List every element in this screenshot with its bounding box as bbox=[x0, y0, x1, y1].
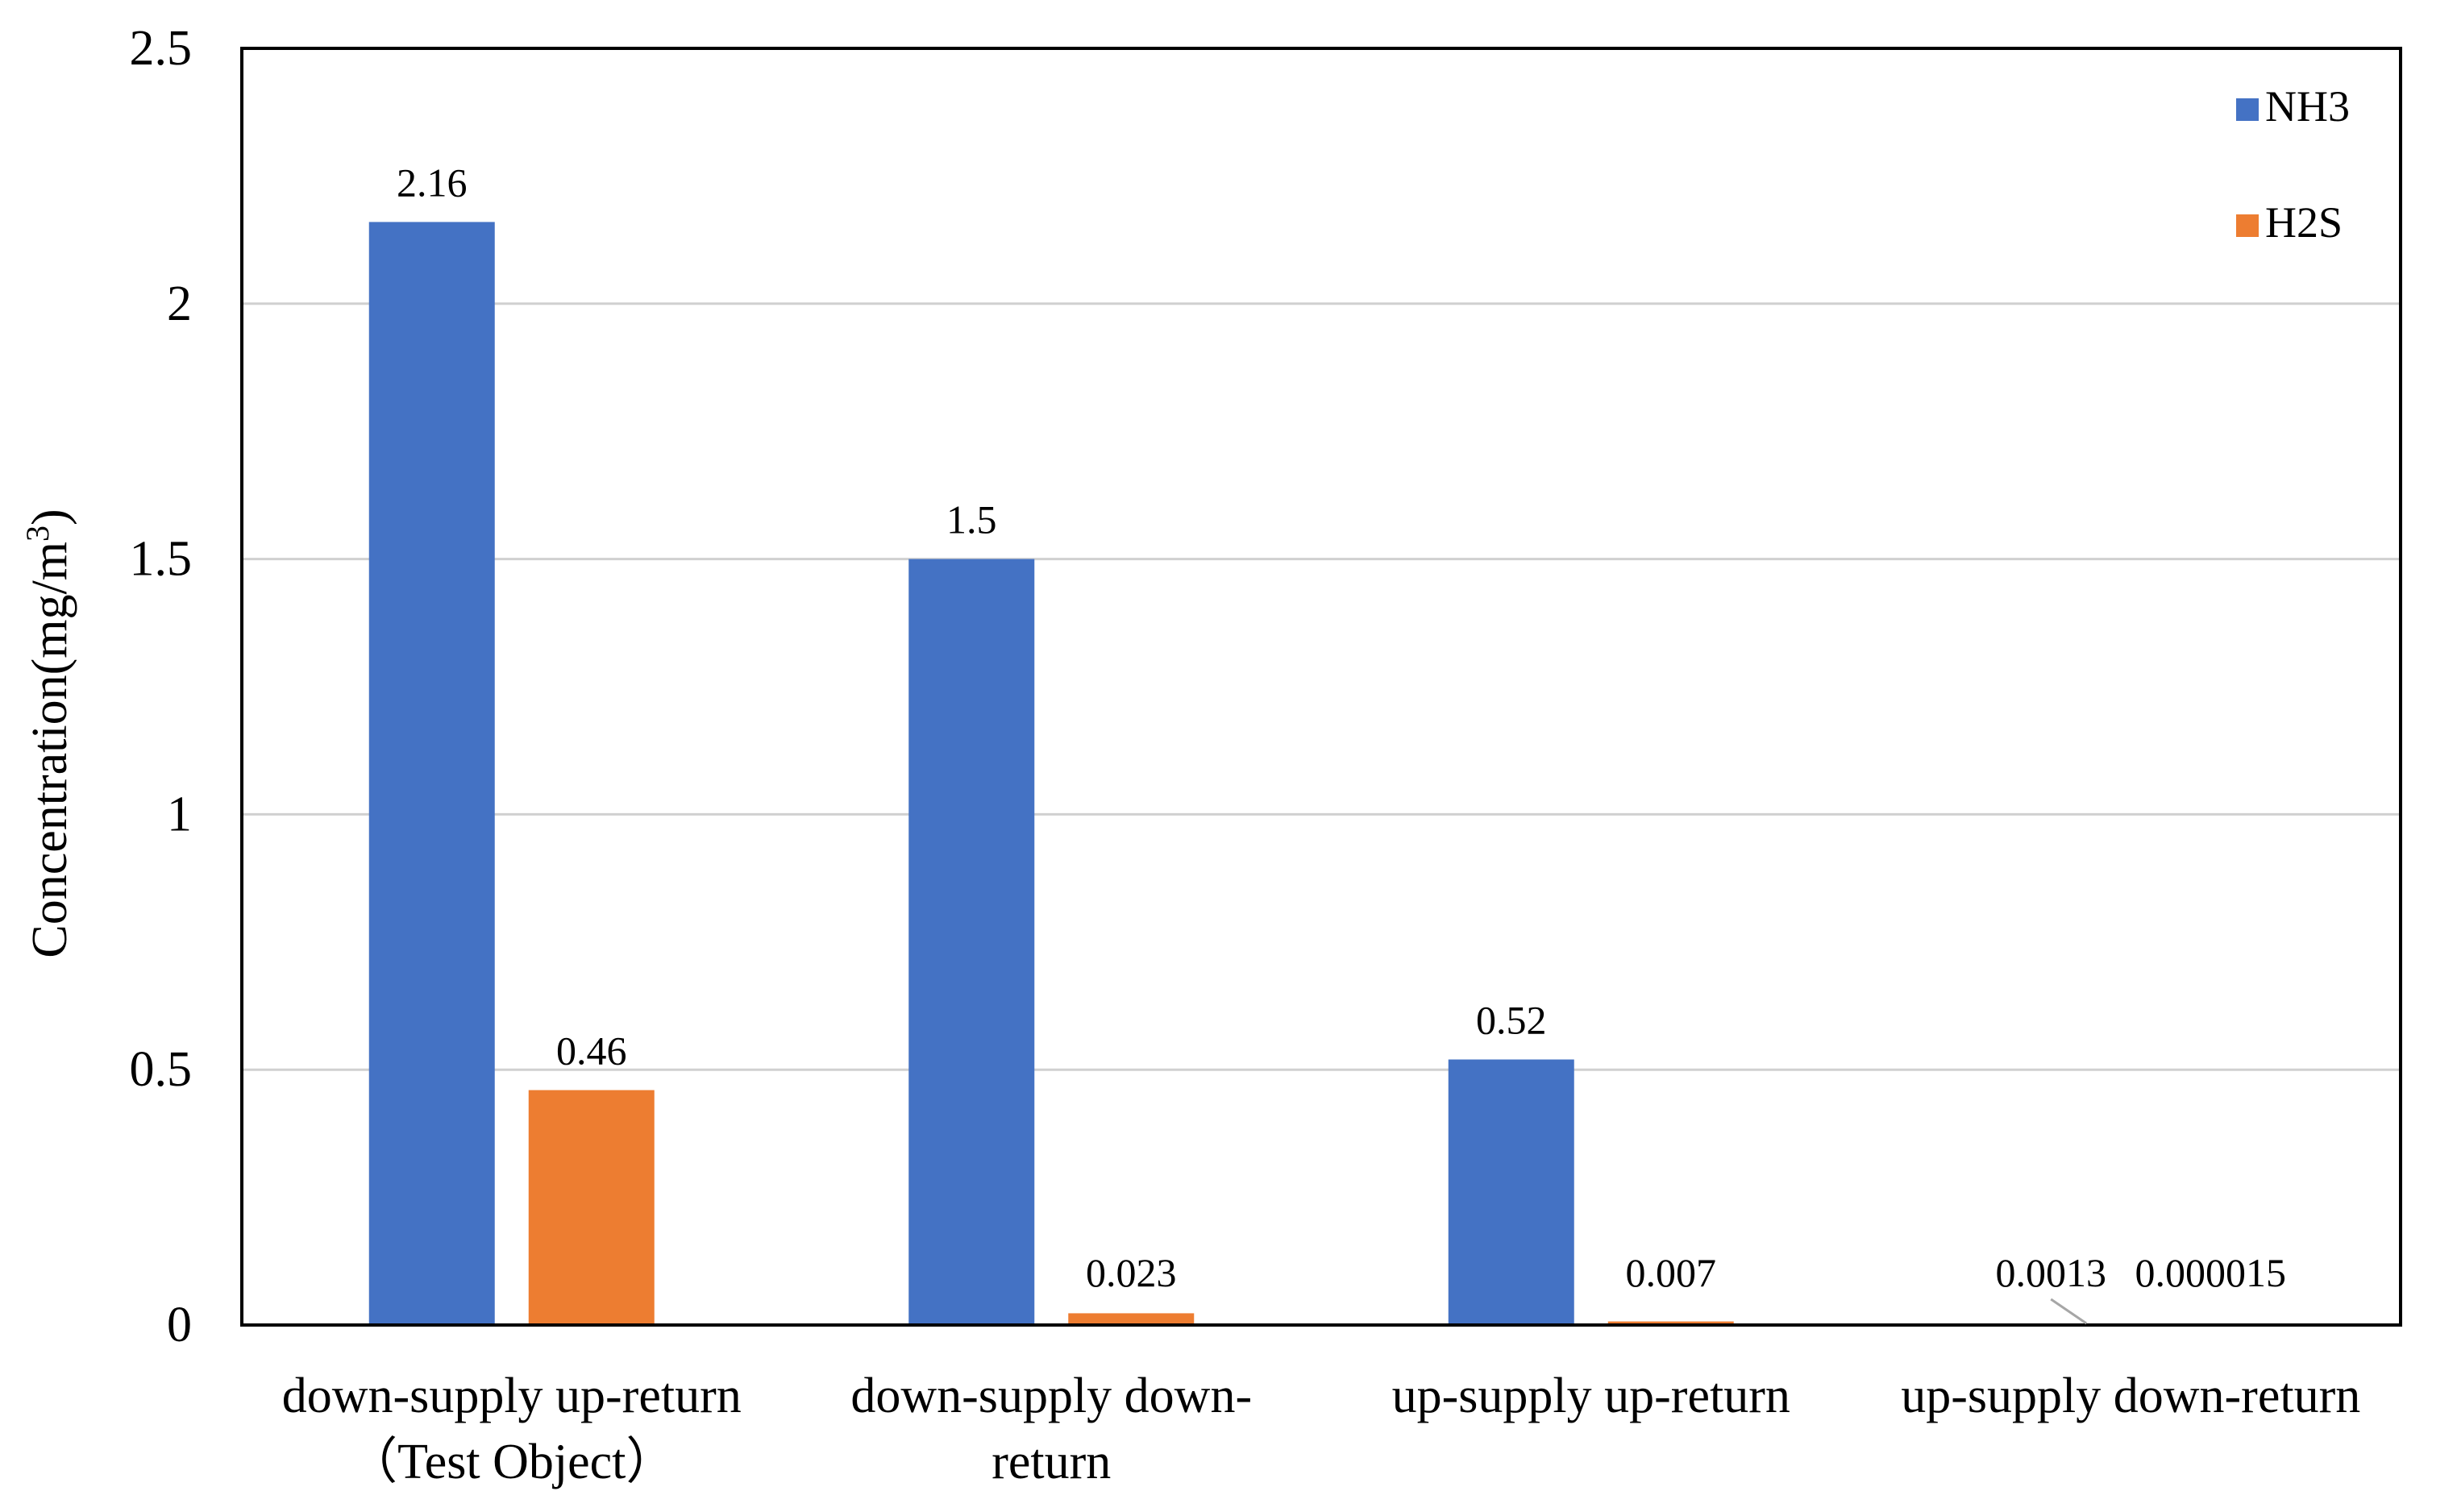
gridlines bbox=[242, 302, 2401, 1071]
x-category-label: return bbox=[992, 1435, 1111, 1489]
y-axis-title-superscript: 3 bbox=[19, 525, 56, 542]
x-axis-category-labels: down-supply up-return （Test Object） down-s… bbox=[282, 1369, 2360, 1489]
legend-label: H2S bbox=[2265, 198, 2343, 247]
y-axis-title-suffix: ) bbox=[23, 509, 77, 525]
data-label: 0.023 bbox=[1086, 1250, 1177, 1295]
data-label: 0.52 bbox=[1476, 998, 1547, 1043]
bar-h2s bbox=[528, 1090, 655, 1325]
bars bbox=[368, 222, 2274, 1325]
data-label: 0.0013 bbox=[1996, 1250, 2107, 1295]
data-label: 1.5 bbox=[946, 497, 997, 542]
y-axis-ticks: 0 0.5 1 1.5 2 2.5 bbox=[130, 21, 193, 1352]
data-label: 0.007 bbox=[1626, 1250, 1717, 1295]
y-tick-label: 0 bbox=[167, 1298, 192, 1352]
x-category-label: up-supply down-return bbox=[1901, 1369, 2360, 1423]
bar-nh3 bbox=[908, 559, 1035, 1325]
legend-label: NH3 bbox=[2265, 82, 2350, 131]
legend: NH3 H2S bbox=[2236, 82, 2350, 247]
y-axis-title: Concentration(mg/m3) bbox=[19, 509, 78, 957]
data-labels: 2.16 0.46 1.5 0.023 0.52 0.007 0.0013 0.000015 bbox=[397, 160, 2287, 1325]
x-category-label: down-supply down- bbox=[850, 1369, 1252, 1423]
data-label: 2.16 bbox=[397, 160, 468, 205]
data-label: 0.46 bbox=[556, 1028, 627, 1074]
y-tick-label: 1.5 bbox=[130, 532, 193, 587]
y-axis-title-text: Concentration(mg/m bbox=[23, 542, 77, 958]
data-label: 0.000015 bbox=[2135, 1250, 2287, 1295]
plot-area-frame bbox=[240, 47, 2402, 1327]
bar-nh3 bbox=[368, 222, 495, 1325]
y-tick-label: 1 bbox=[167, 787, 192, 841]
legend-swatch-nh3 bbox=[2236, 98, 2259, 121]
legend-swatch-h2s bbox=[2236, 214, 2259, 237]
leader-line bbox=[2050, 1298, 2088, 1325]
bar-h2s bbox=[1607, 1321, 1734, 1325]
bar-nh3 bbox=[1448, 1059, 1574, 1325]
x-category-label: （Test Object） bbox=[347, 1435, 676, 1489]
x-category-label: down-supply up-return bbox=[282, 1369, 742, 1423]
x-category-label: up-supply up-return bbox=[1392, 1369, 1790, 1423]
bar-h2s bbox=[1068, 1313, 1195, 1325]
y-tick-label: 0.5 bbox=[130, 1042, 193, 1097]
y-tick-label: 2 bbox=[167, 276, 192, 331]
y-tick-label: 2.5 bbox=[130, 21, 193, 76]
